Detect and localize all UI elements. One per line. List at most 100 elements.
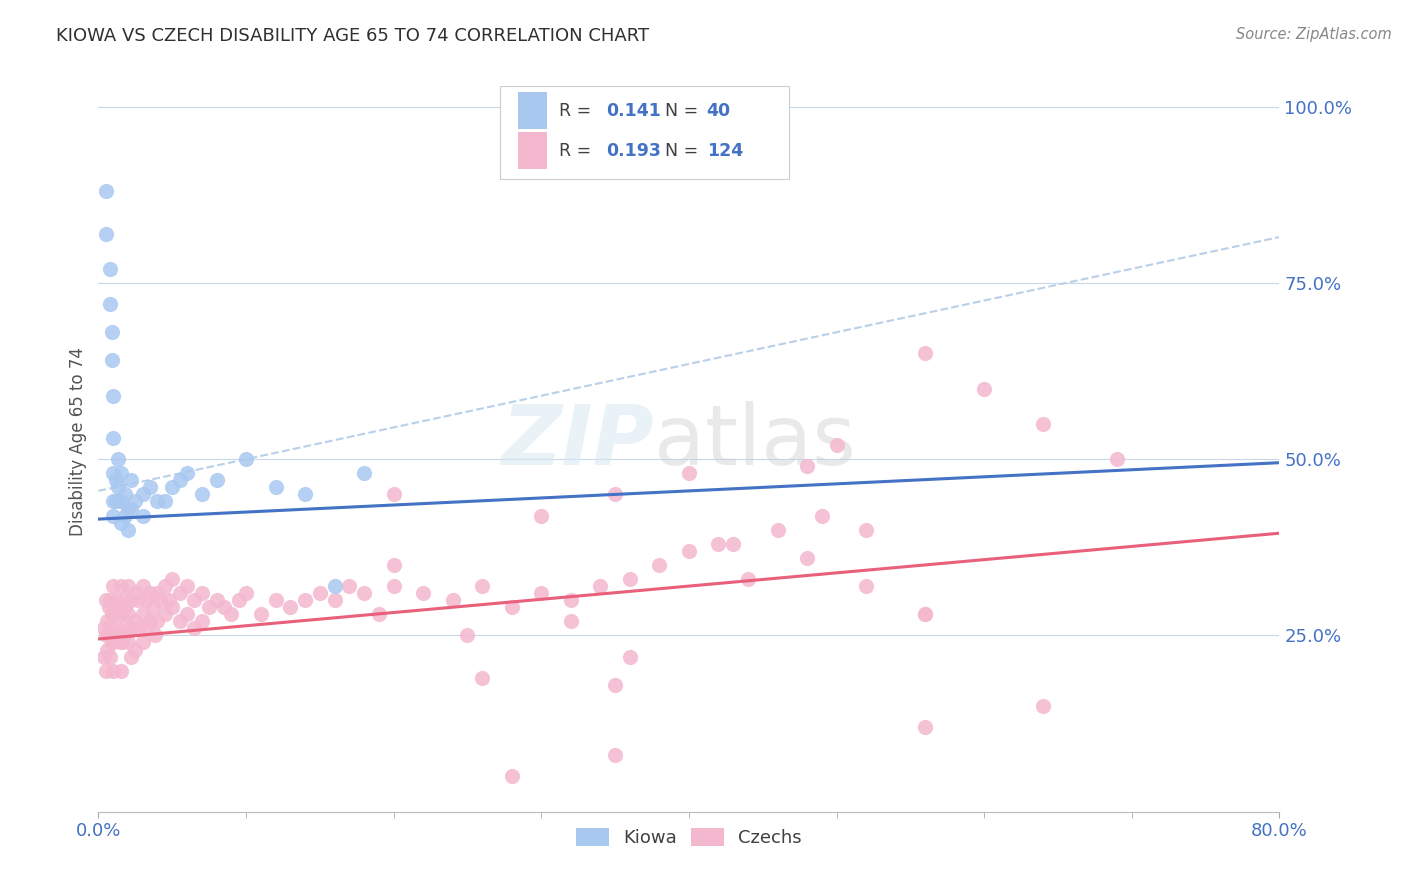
- Point: [973, 382, 995, 396]
- Point: [678, 467, 700, 481]
- Point: [107, 480, 129, 494]
- Point: [110, 467, 132, 481]
- Point: [323, 593, 346, 607]
- Point: [678, 544, 700, 558]
- Point: [100, 353, 122, 368]
- Point: [914, 607, 936, 622]
- Point: [105, 593, 128, 607]
- Point: [212, 600, 235, 615]
- Point: [723, 537, 745, 551]
- Point: [135, 593, 157, 607]
- Point: [221, 607, 243, 622]
- Point: [96, 615, 118, 629]
- Text: KIOWA VS CZECH DISABILITY AGE 65 TO 74 CORRELATION CHART: KIOWA VS CZECH DISABILITY AGE 65 TO 74 C…: [56, 27, 650, 45]
- Y-axis label: Disability Age 65 to 74: Disability Age 65 to 74: [69, 347, 87, 536]
- Point: [471, 671, 494, 685]
- Point: [619, 649, 641, 664]
- Point: [103, 389, 125, 403]
- Point: [153, 494, 176, 508]
- Point: [97, 628, 120, 642]
- Point: [103, 467, 125, 481]
- Point: [94, 593, 117, 607]
- Point: [530, 586, 553, 600]
- Point: [94, 227, 117, 241]
- Point: [176, 579, 198, 593]
- Point: [157, 593, 180, 607]
- Point: [294, 593, 316, 607]
- Point: [120, 621, 142, 635]
- Point: [117, 523, 139, 537]
- Text: R =: R =: [560, 102, 596, 120]
- Point: [124, 642, 146, 657]
- Point: [105, 494, 128, 508]
- Point: [309, 586, 332, 600]
- Point: [169, 586, 191, 600]
- Bar: [517, 132, 547, 169]
- Point: [103, 607, 125, 622]
- Point: [589, 579, 612, 593]
- Point: [382, 487, 405, 501]
- Text: 0.193: 0.193: [606, 142, 661, 160]
- Point: [294, 487, 316, 501]
- Point: [110, 579, 132, 593]
- Point: [176, 607, 198, 622]
- Point: [110, 635, 132, 649]
- Point: [153, 579, 176, 593]
- Point: [105, 621, 128, 635]
- Point: [146, 615, 169, 629]
- Point: [441, 593, 464, 607]
- Point: [737, 572, 759, 586]
- Point: [93, 649, 115, 664]
- Legend: Kiowa, Czechs: Kiowa, Czechs: [569, 821, 808, 855]
- Point: [132, 508, 155, 523]
- Point: [114, 508, 136, 523]
- Point: [323, 579, 346, 593]
- Point: [117, 607, 139, 622]
- Point: [132, 607, 155, 622]
- Point: [98, 297, 121, 311]
- Point: [501, 600, 523, 615]
- Point: [162, 572, 183, 586]
- Point: [120, 593, 142, 607]
- Point: [103, 664, 125, 678]
- Point: [412, 586, 434, 600]
- Point: [107, 628, 129, 642]
- Text: atlas: atlas: [654, 401, 855, 482]
- Point: [339, 579, 361, 593]
- Point: [810, 508, 832, 523]
- Point: [107, 452, 129, 467]
- Point: [112, 621, 135, 635]
- Point: [107, 600, 129, 615]
- Point: [1032, 417, 1054, 431]
- Point: [114, 487, 136, 501]
- Point: [766, 523, 789, 537]
- Point: [560, 615, 582, 629]
- Point: [132, 635, 155, 649]
- Point: [382, 579, 405, 593]
- Point: [914, 720, 936, 734]
- Point: [382, 558, 405, 572]
- Point: [103, 579, 125, 593]
- Point: [124, 494, 146, 508]
- Point: [280, 600, 302, 615]
- Point: [146, 586, 169, 600]
- Point: [183, 621, 205, 635]
- Point: [169, 615, 191, 629]
- Point: [110, 607, 132, 622]
- Point: [100, 325, 122, 339]
- Point: [235, 452, 257, 467]
- Point: [368, 607, 391, 622]
- Point: [855, 579, 877, 593]
- Point: [353, 467, 375, 481]
- Point: [132, 487, 155, 501]
- Point: [250, 607, 273, 622]
- Point: [162, 480, 183, 494]
- Point: [914, 346, 936, 360]
- Point: [120, 473, 142, 487]
- Point: [205, 593, 228, 607]
- Point: [183, 593, 205, 607]
- Bar: [517, 92, 547, 129]
- Text: ZIP: ZIP: [501, 401, 654, 482]
- Point: [103, 494, 125, 508]
- Point: [796, 459, 818, 474]
